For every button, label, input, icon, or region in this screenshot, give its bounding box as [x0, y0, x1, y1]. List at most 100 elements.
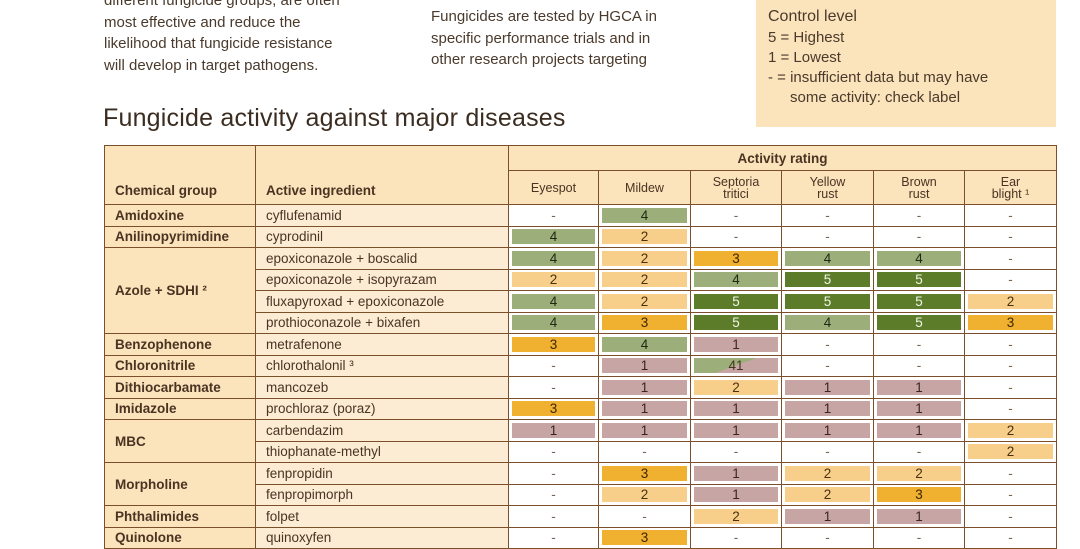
rating-cell: 4	[781, 311, 874, 334]
rating-value: 2	[602, 229, 687, 245]
rating-cell: -	[964, 505, 1057, 528]
disease-name-line2: rust	[817, 186, 838, 201]
rating-cell: -	[508, 483, 599, 506]
header-disease: Yellow rust	[781, 170, 874, 205]
rating-cell: 2	[598, 268, 691, 291]
rating-cell: -	[873, 225, 965, 248]
rating-cell: 1	[690, 483, 782, 506]
rating-cell: -	[690, 225, 782, 248]
disease-name: Mildew	[625, 180, 664, 195]
rating-cell: -	[964, 204, 1057, 227]
rating-cell: -	[508, 204, 599, 227]
rating-value: 3	[694, 250, 778, 266]
rating-value: 3	[877, 487, 961, 503]
intro-line: specific performance trials and in	[431, 29, 651, 47]
rating-value: 3	[512, 336, 595, 352]
active-ingredient: thiophanate-methyl	[255, 440, 509, 463]
rating-cell: 5	[873, 311, 965, 334]
rating-cell: -	[781, 333, 874, 356]
chemical-group: Phthalimides	[104, 505, 256, 528]
rating-value: -	[733, 444, 739, 460]
active-ingredient: epoxiconazole + isopyrazam	[255, 268, 509, 291]
rating-cell: 3	[598, 311, 691, 334]
rating-value: 1	[694, 465, 778, 481]
intro-line: other research projects targeting	[431, 51, 647, 68]
rating-value: -	[825, 336, 830, 352]
disease-name: Ear	[1000, 174, 1021, 189]
rating-value: 4	[512, 229, 595, 245]
rating-value: 2	[694, 379, 778, 395]
rating-value: -	[916, 358, 922, 374]
rating-value: 3	[512, 401, 595, 417]
rating-value: -	[1008, 229, 1013, 245]
active-ingredient: fenpropidin	[255, 462, 509, 485]
control-level-legend: Control level 5 = Highest 1 = Lowest - =…	[756, 0, 1056, 127]
table-row: Chloronitrile chlorothalonil ³ -1 41- - -	[104, 354, 1057, 377]
rating-cell: -	[964, 225, 1057, 248]
rating-cell: 2	[598, 483, 691, 506]
legend-line-check-label: some activity: check label	[790, 89, 961, 106]
rating-value: 1	[877, 508, 961, 524]
rating-value: 3	[602, 315, 687, 331]
active-ingredient: epoxiconazole + boscalid	[255, 247, 509, 270]
rating-value: 1	[785, 379, 870, 395]
rating-value: -	[551, 358, 556, 374]
rating-value: 5	[785, 272, 870, 288]
rating-value: -	[1008, 336, 1013, 352]
rating-cell: -	[598, 505, 691, 528]
rating-cell: 1	[508, 419, 599, 442]
rating-value: -	[825, 207, 830, 223]
active-ingredient: fenpropimorph	[255, 483, 509, 506]
rating-value: -	[1008, 272, 1013, 288]
rating-value: 2	[512, 272, 595, 288]
rating-cell: 1	[873, 505, 965, 528]
disease-name-line2: tritici	[723, 186, 749, 201]
rating-value: 2	[602, 487, 687, 503]
rating-value: 4	[512, 250, 595, 266]
rating-cell: 3	[690, 247, 782, 270]
rating-value: 1	[694, 336, 778, 352]
table-row: fluxapyroxad + epoxiconazole 4 2 5 5 5 2	[105, 290, 1057, 313]
rating-cell: 2	[690, 505, 782, 528]
rating-value: 2	[785, 465, 870, 481]
rating-cell: 2	[964, 419, 1057, 442]
table-row: MBC carbendazim 1 1 1 1 1 2	[104, 419, 1057, 463]
rating-value: -	[825, 444, 830, 460]
rating-cell: 1	[781, 376, 874, 399]
rating-value: 1	[877, 422, 961, 438]
rating-cell: 41	[690, 354, 782, 377]
rating-cell: -	[781, 354, 874, 377]
active-ingredient: chlorothalonil ³	[255, 354, 509, 377]
rating-cell: -	[873, 333, 965, 356]
rating-cell: 2	[690, 376, 782, 399]
table-row: Amidoxine cyflufenamid - 4 - - - -	[104, 204, 1057, 227]
active-ingredient: folpet	[255, 505, 509, 528]
disease-name: Eyespot	[530, 180, 577, 195]
table-row: Phthalimides folpet - -2 1 1-	[104, 505, 1057, 528]
chemical-group: Chloronitrile	[104, 354, 256, 377]
rating-value: 1	[785, 422, 870, 438]
rating-cell: 4	[508, 290, 599, 313]
rating-cell: 1	[873, 397, 965, 420]
rating-cell: -	[873, 354, 965, 377]
intro-line: likelihood that fungicide resistance	[104, 35, 333, 52]
chemical-group: Imidazole	[104, 397, 256, 420]
rating-value: 4	[512, 293, 595, 309]
rating-value: 1	[602, 358, 687, 374]
header-disease: Septoria tritici	[690, 170, 782, 205]
legend-line-highest: 5 = Highest	[768, 29, 845, 46]
rating-value: -	[551, 508, 556, 524]
chemical-group: MBC	[104, 419, 256, 463]
active-ingredient: cyprodinil	[255, 225, 509, 248]
rating-cell: -	[964, 247, 1057, 270]
disease-name: Brown	[901, 174, 937, 189]
rating-value: 1	[694, 422, 778, 438]
rating-cell: 3	[508, 333, 599, 356]
rating-value: -	[1008, 250, 1013, 266]
intro-paragraph-middle: Fungicides are tested by HGCA in specific…	[431, 6, 721, 71]
rating-value: -	[916, 229, 922, 245]
rating-cell: -	[964, 462, 1057, 485]
rating-value: -	[916, 444, 922, 460]
active-ingredient: prothioconazole + bixafen	[255, 311, 509, 334]
rating-cell: 3	[508, 397, 599, 420]
